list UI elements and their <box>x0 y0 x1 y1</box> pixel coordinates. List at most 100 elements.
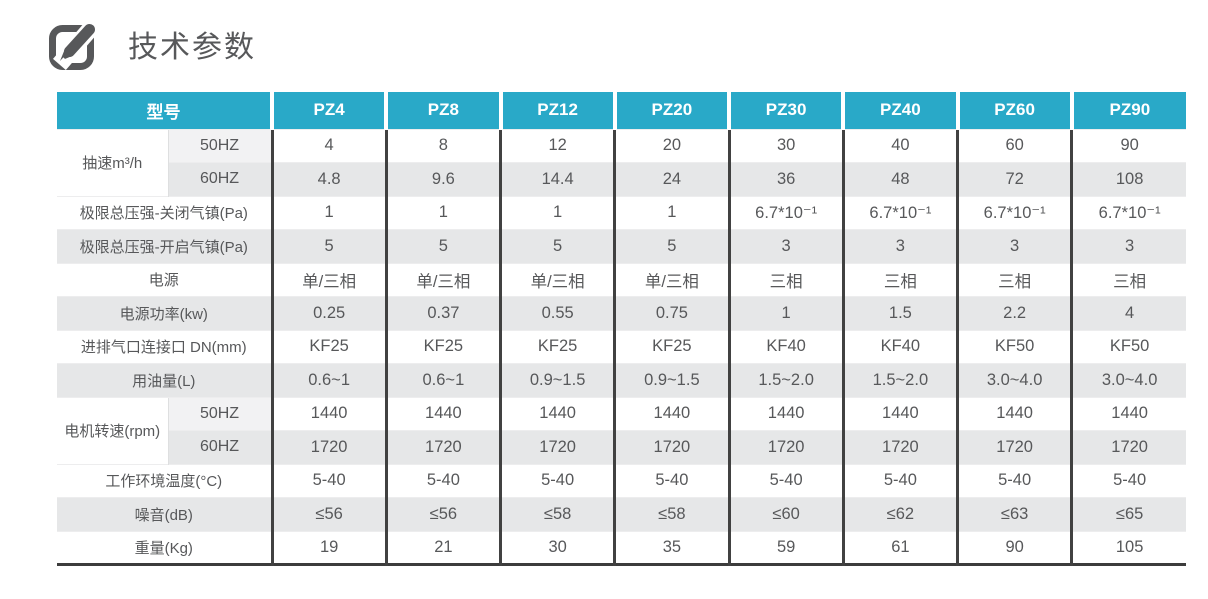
value-cell: 61 <box>841 530 958 565</box>
value-cell: 6.7*10⁻¹ <box>955 195 1072 230</box>
corner-header-model: 型号 <box>57 92 272 129</box>
value-cell: 1720 <box>727 430 844 464</box>
value-cell: 0.37 <box>384 296 501 330</box>
model-header-cell: PZ90 <box>1069 92 1186 129</box>
value-cell: 36 <box>727 162 844 196</box>
table-row: 抽速m³/h 50HZ 4 8 12 20 30 40 60 90 <box>57 128 1186 196</box>
value-cell: 1 <box>613 195 729 230</box>
spec-table: 型号 PZ4 PZ8 PZ12 PZ20 PZ30 PZ40 PZ60 PZ90 抽速m³/h… <box>57 92 1186 566</box>
value-cell: 1 <box>270 195 387 230</box>
value-cell: 6.7*10⁻¹ <box>841 195 958 230</box>
header-row: 型号 PZ4 PZ8 PZ12 PZ20 PZ30 PZ40 PZ60 PZ90 <box>57 92 1186 129</box>
value-cell: 8 <box>384 128 501 163</box>
value-cell: ≤60 <box>727 497 844 531</box>
value-cell: 3 <box>1070 229 1186 263</box>
value-cell: 1720 <box>270 430 387 464</box>
value-cell: KF50 <box>1070 329 1186 364</box>
value-cell: 单/三相 <box>498 262 615 297</box>
param-label: 用油量(L) <box>57 363 272 397</box>
param-label: 进排气口连接口 DN(mm) <box>57 329 272 364</box>
value-cell: 单/三相 <box>270 262 387 297</box>
value-cell: 三相 <box>1070 262 1186 297</box>
value-cell: 5-40 <box>613 463 729 498</box>
value-cell: 5 <box>613 229 729 263</box>
value-cell: 35 <box>613 530 729 565</box>
value-cell: ≤65 <box>1070 497 1186 531</box>
value-cell: 1720 <box>955 430 1072 464</box>
value-cell: 单/三相 <box>613 262 729 297</box>
value-cell: 2.2 <box>955 296 1072 330</box>
value-cell: 6.7*10⁻¹ <box>1070 195 1186 230</box>
value-cell: KF50 <box>955 329 1072 364</box>
value-cell: 0.9~1.5 <box>498 363 615 397</box>
value-cell: 3.0~4.0 <box>955 363 1072 397</box>
value-cell: KF25 <box>613 329 729 364</box>
value-cell: 20 <box>613 128 729 163</box>
value-cell: KF40 <box>727 329 844 364</box>
value-cell: ≤58 <box>613 497 729 531</box>
value-cell: 1440 <box>498 396 615 431</box>
table-row: 极限总压强-开启气镇(Pa) 5 5 5 5 3 3 3 3 <box>57 229 1186 263</box>
value-cell: ≤56 <box>270 497 387 531</box>
value-cell: 5-40 <box>841 463 958 498</box>
value-cell: 1.5~2.0 <box>727 363 844 397</box>
param-group-label: 电机转速(rpm) <box>57 396 168 464</box>
value-cell: 5-40 <box>384 463 501 498</box>
model-header-cell: PZ8 <box>384 92 501 129</box>
value-cell: 3 <box>955 229 1072 263</box>
value-cell: KF40 <box>841 329 958 364</box>
value-cell: 0.25 <box>270 296 387 330</box>
value-cell: 72 <box>955 162 1072 196</box>
value-cell: 3.0~4.0 <box>1070 363 1186 397</box>
frequency-sublabel: 60HZ <box>167 430 272 464</box>
value-cell: 1440 <box>841 396 958 431</box>
value-cell: 90 <box>1070 128 1186 163</box>
value-cell: 1720 <box>613 430 729 464</box>
value-cell: 1.5~2.0 <box>841 363 958 397</box>
value-cell: 1720 <box>498 430 615 464</box>
value-cell: 1.5 <box>841 296 958 330</box>
value-cell: 5 <box>384 229 501 263</box>
value-cell: 1 <box>727 296 844 330</box>
value-cell: KF25 <box>498 329 615 364</box>
value-cell: 48 <box>841 162 958 196</box>
value-cell: 12 <box>498 128 615 163</box>
value-cell: 5 <box>270 229 387 263</box>
value-cell: ≤63 <box>955 497 1072 531</box>
table-row: 噪音(dB) ≤56 ≤56 ≤58 ≤58 ≤60 ≤62 ≤63 ≤65 <box>57 497 1186 531</box>
value-cell: 1440 <box>270 396 387 431</box>
value-cell: 1 <box>384 195 501 230</box>
value-cell: 105 <box>1070 530 1186 565</box>
param-label: 重量(Kg) <box>57 530 272 565</box>
page-title: 技术参数 <box>128 31 256 64</box>
value-cell: 5-40 <box>727 463 844 498</box>
value-cell: 1720 <box>384 430 501 464</box>
table-row: 重量(Kg) 19 21 30 35 59 61 90 105 <box>57 530 1186 565</box>
value-cell: 三相 <box>727 262 844 297</box>
value-cell: 1440 <box>384 396 501 431</box>
param-group-label: 抽速m³/h <box>57 128 168 196</box>
value-cell: 5 <box>498 229 615 263</box>
value-cell: 4 <box>1070 296 1186 330</box>
param-label: 极限总压强-开启气镇(Pa) <box>57 229 272 263</box>
param-label: 电源 <box>57 262 272 297</box>
value-cell: 3 <box>727 229 844 263</box>
param-label: 噪音(dB) <box>57 497 272 531</box>
value-cell: 9.6 <box>384 162 501 196</box>
value-cell: ≤56 <box>384 497 501 531</box>
value-cell: 5-40 <box>498 463 615 498</box>
value-cell: 0.75 <box>613 296 729 330</box>
value-cell: 0.9~1.5 <box>613 363 729 397</box>
value-cell: 6.7*10⁻¹ <box>727 195 844 230</box>
table-row: 工作环境温度(°C) 5-40 5-40 5-40 5-40 5-40 5-40 5-40 5-… <box>57 463 1186 498</box>
value-cell: 3 <box>841 229 958 263</box>
value-cell: 1440 <box>955 396 1072 431</box>
value-cell: 108 <box>1070 162 1186 196</box>
value-cell: 5-40 <box>955 463 1072 498</box>
value-cell: 21 <box>384 530 501 565</box>
model-header-cell: PZ4 <box>269 92 387 129</box>
value-cell: KF25 <box>384 329 501 364</box>
table-row: 电源 单/三相 单/三相 单/三相 单/三相 三相 三相 三相 三相 <box>57 262 1186 297</box>
frequency-sublabel: 60HZ <box>167 162 272 196</box>
value-cell: 0.6~1 <box>270 363 387 397</box>
